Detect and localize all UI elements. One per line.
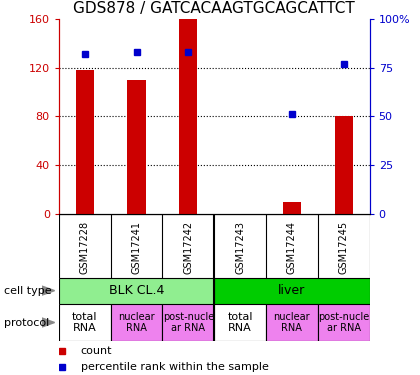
Text: GSM17244: GSM17244	[287, 221, 297, 274]
Bar	[127, 80, 146, 214]
Text: GSM17242: GSM17242	[183, 221, 193, 274]
Text: GSM17243: GSM17243	[235, 221, 245, 274]
Text: post-nucle
ar RNA: post-nucle ar RNA	[163, 312, 214, 333]
Bar	[59, 304, 110, 341]
Bar	[335, 116, 353, 214]
Bar	[59, 278, 214, 304]
Bar	[283, 202, 301, 214]
Text: protocol: protocol	[4, 318, 50, 327]
Polygon shape	[42, 286, 55, 295]
Polygon shape	[42, 318, 55, 327]
Text: BLK CL.4: BLK CL.4	[109, 284, 164, 297]
Text: total
RNA: total RNA	[227, 312, 253, 333]
Bar	[76, 70, 94, 214]
Text: nuclear
RNA: nuclear RNA	[273, 312, 310, 333]
Text: total
RNA: total RNA	[72, 312, 97, 333]
Text: GSM17241: GSM17241	[131, 221, 142, 274]
Text: nuclear
RNA: nuclear RNA	[118, 312, 155, 333]
Title: GDS878 / GATCACAAGTGCAGCATTCT: GDS878 / GATCACAAGTGCAGCATTCT	[74, 1, 355, 16]
Text: GSM17245: GSM17245	[339, 221, 349, 274]
Bar	[163, 304, 214, 341]
Bar	[179, 19, 197, 214]
Text: GSM17228: GSM17228	[80, 221, 90, 274]
Text: percentile rank within the sample: percentile rank within the sample	[81, 362, 268, 372]
Bar	[110, 304, 163, 341]
Text: count: count	[81, 346, 112, 356]
Bar	[214, 278, 370, 304]
Bar	[266, 304, 318, 341]
Text: post-nucle
ar RNA: post-nucle ar RNA	[318, 312, 369, 333]
Bar	[214, 304, 266, 341]
Bar	[318, 304, 370, 341]
Text: cell type: cell type	[4, 286, 52, 296]
Text: liver: liver	[278, 284, 305, 297]
